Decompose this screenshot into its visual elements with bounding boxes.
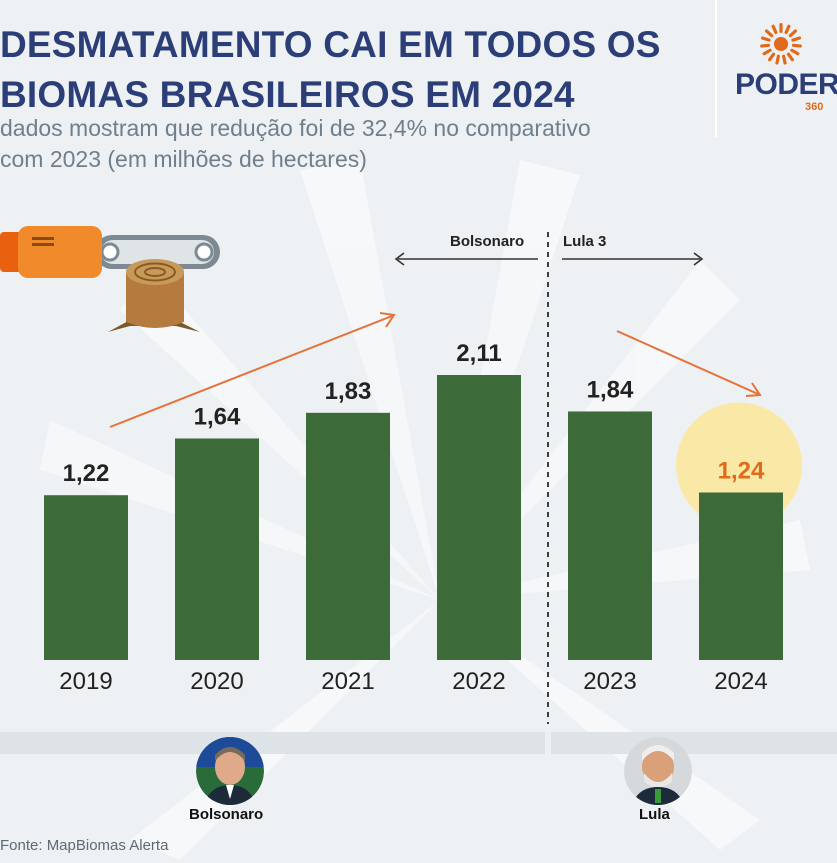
period-label-lula: Lula 3 — [563, 233, 607, 250]
bar-2021 — [306, 412, 390, 660]
logo-wordmark: PODER — [735, 68, 837, 101]
value-label-2020: 1,64 — [194, 403, 241, 430]
subtitle-line-1: dados mostram que redução foi de 32,4% n… — [0, 115, 591, 141]
bar-2024 — [699, 492, 783, 660]
title-line-2: BIOMAS BRASILEIROS EM 2024 — [0, 74, 575, 115]
category-label-2023: 2023 — [583, 668, 636, 695]
title-line-1: DESMATAMENTO CAI EM TODOS OS — [0, 24, 661, 65]
subtitle-line-2: com 2023 (em milhões de hectares) — [0, 146, 367, 172]
category-label-2019: 2019 — [59, 668, 112, 695]
header-divider — [715, 0, 717, 137]
category-label-2024: 2024 — [714, 668, 767, 695]
lula-name: Lula — [639, 806, 670, 823]
trend-up-arrow — [109, 315, 393, 428]
bolsonaro-avatar — [196, 737, 264, 805]
source-note: Fonte: MapBiomas Alerta — [0, 837, 169, 854]
bolsonaro-arrowhead — [394, 252, 405, 266]
chart-subtitle: dados mostram que redução foi de 32,4% n… — [0, 113, 700, 175]
value-label-2024: 1,24 — [718, 458, 765, 485]
bar-2023 — [568, 411, 652, 660]
chainsaw-stump-icon — [0, 226, 220, 332]
category-label-2020: 2020 — [190, 668, 243, 695]
category-label-2022: 2022 — [452, 668, 505, 695]
trend-down-arrow — [616, 330, 759, 395]
bar-2020 — [175, 438, 259, 660]
value-label-2019: 1,22 — [63, 460, 110, 487]
trend-up-arrowhead — [379, 312, 396, 328]
logo-subtext: 360 — [805, 101, 824, 113]
footer-bar — [0, 732, 837, 754]
chart-title: DESMATAMENTO CAI EM TODOS OS BIOMAS BRAS… — [0, 20, 720, 120]
bar-2019 — [44, 495, 128, 660]
category-label-2021: 2021 — [321, 668, 374, 695]
lula-arrowhead — [693, 252, 704, 266]
value-label-2021: 1,83 — [325, 378, 372, 405]
sun-icon — [760, 23, 802, 65]
value-label-2023: 1,84 — [587, 376, 634, 403]
bar-2022 — [437, 375, 521, 660]
footer-divider — [545, 732, 551, 754]
value-label-2022: 2,11 — [456, 340, 501, 367]
trend-down-arrowhead — [745, 382, 762, 397]
bolsonaro-name: Bolsonaro — [189, 806, 264, 823]
period-label-bolsonaro: Bolsonaro — [450, 233, 525, 250]
lula-avatar — [624, 737, 692, 805]
